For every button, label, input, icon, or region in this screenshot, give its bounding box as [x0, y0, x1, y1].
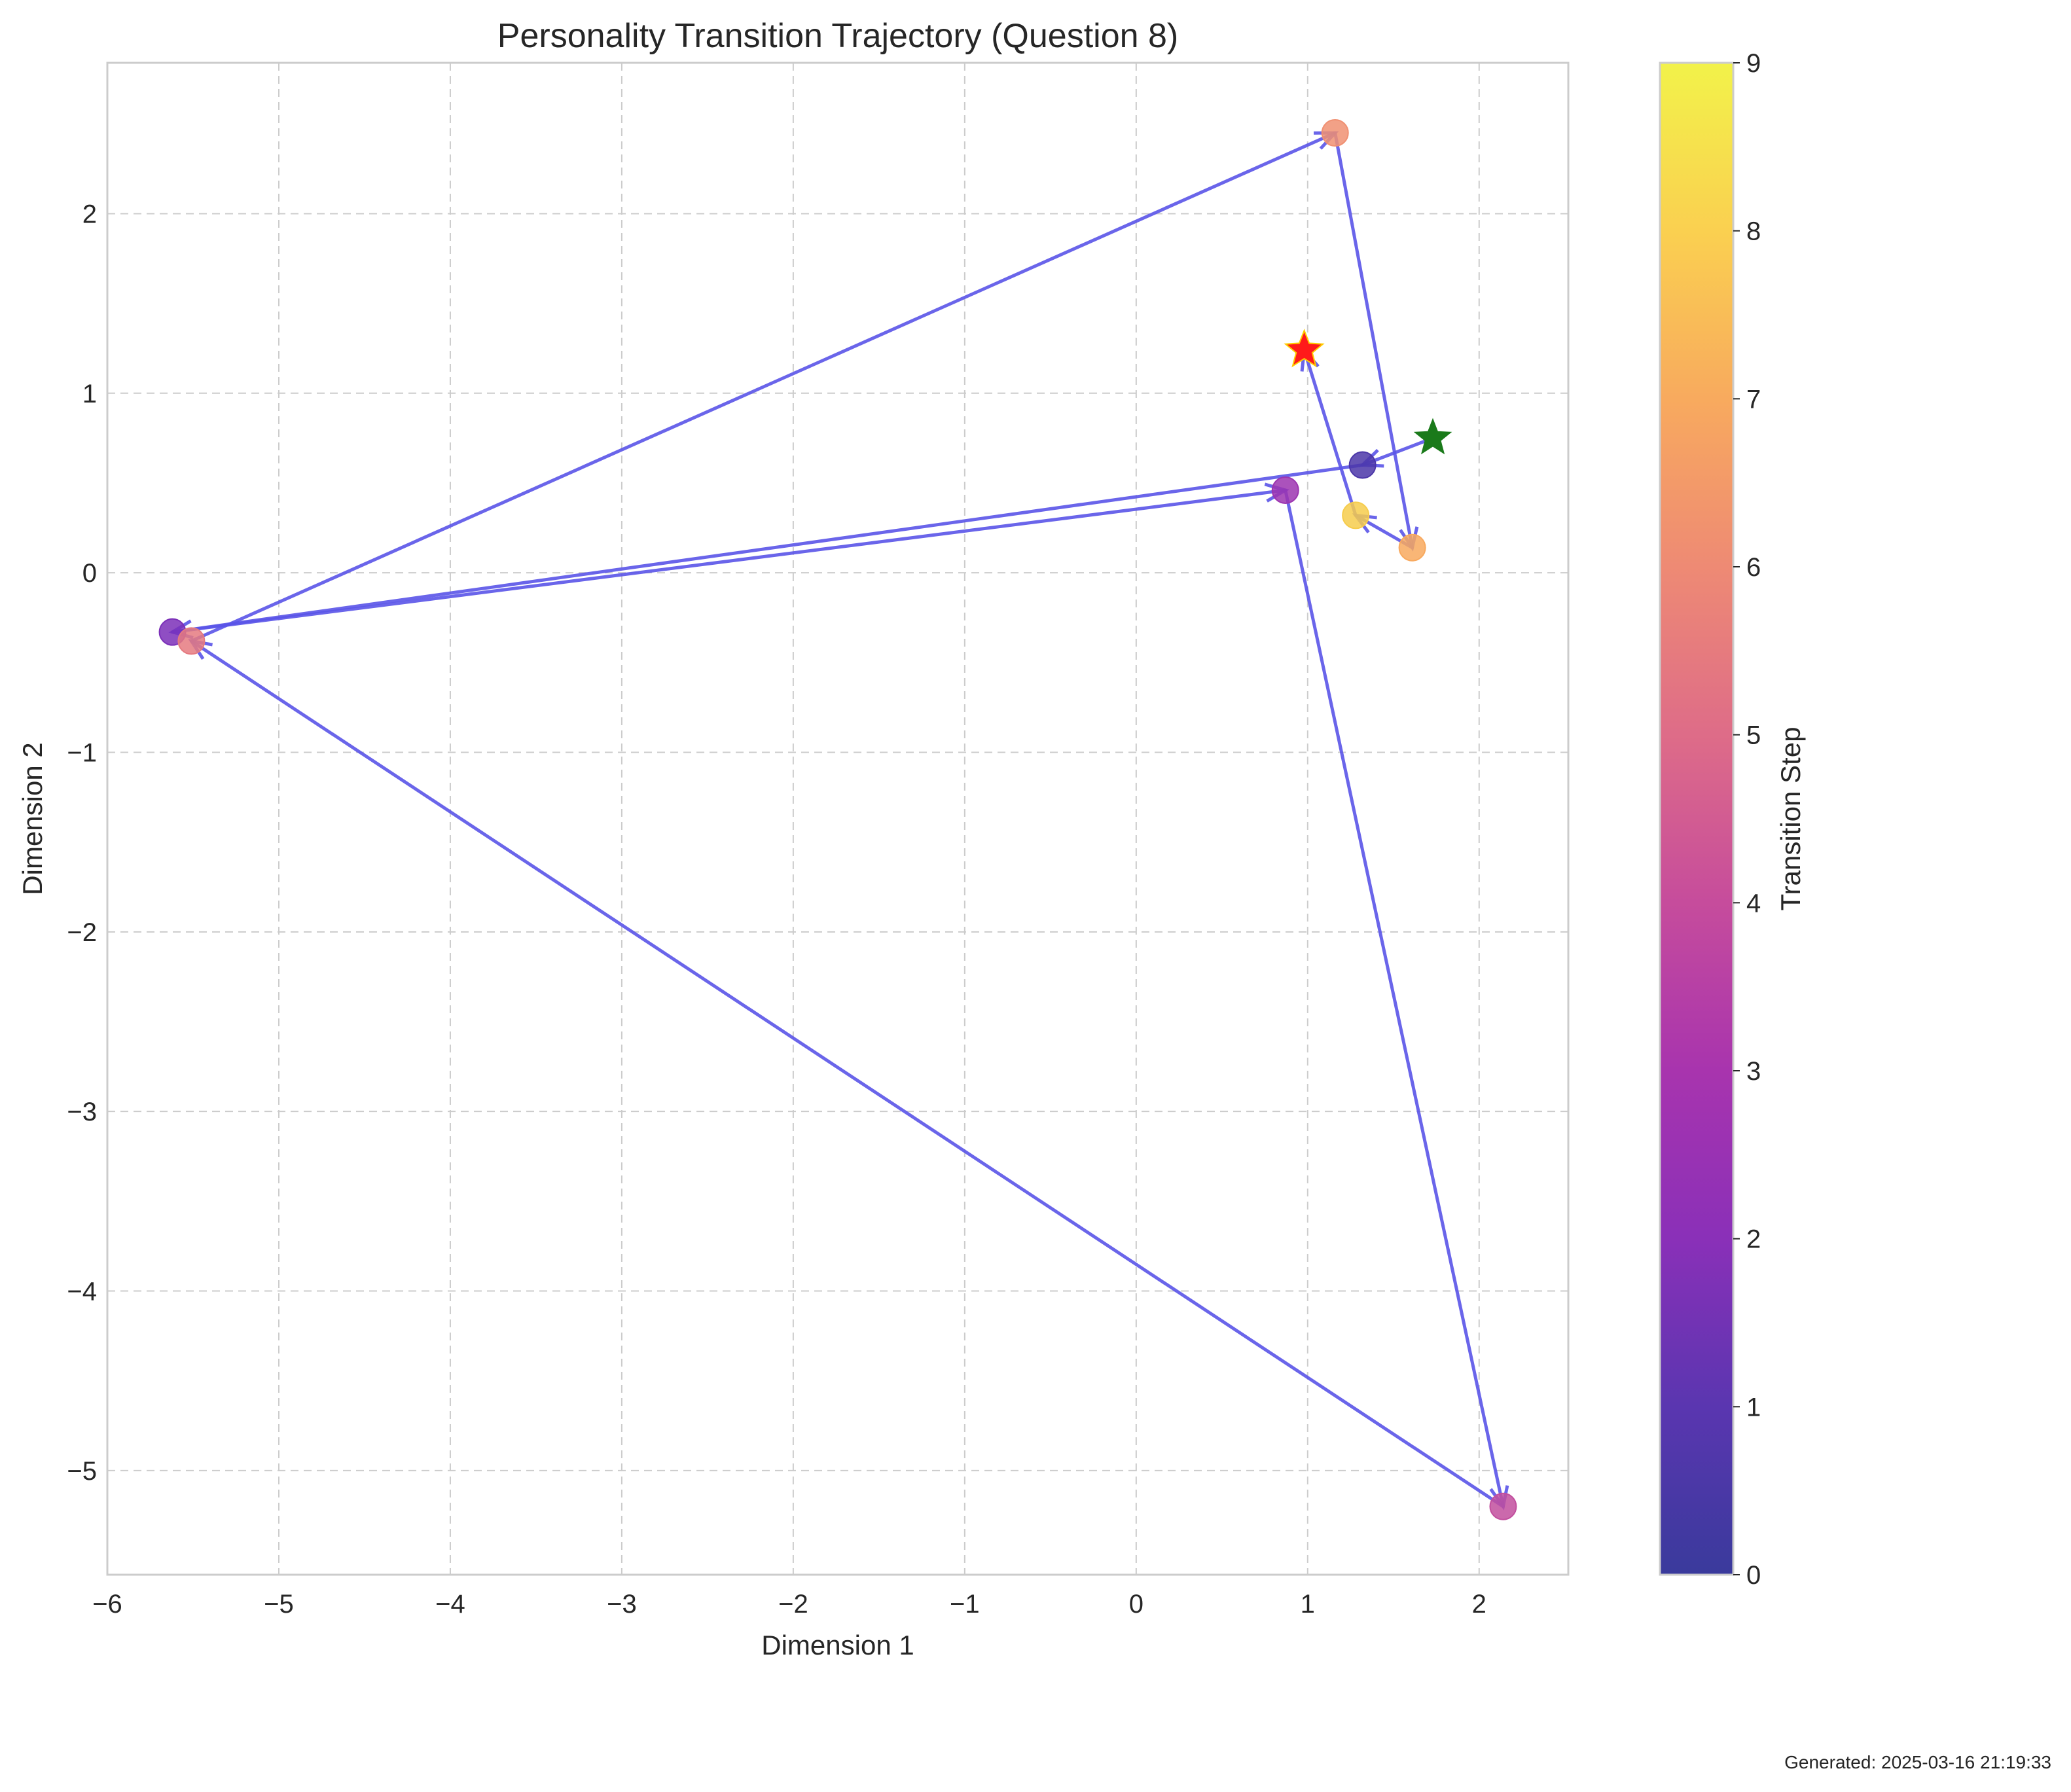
data-point	[1342, 501, 1370, 529]
x-tick-label: −5	[264, 1590, 294, 1619]
y-axis-label: Dimension 2	[17, 742, 48, 895]
colorbar-tick-label: 7	[1746, 385, 1761, 414]
colorbar-tick-label: 3	[1746, 1057, 1761, 1086]
colorbar	[1659, 62, 1735, 1576]
y-tick-label: 2	[82, 200, 97, 228]
colorbar-tick-label: 6	[1746, 553, 1761, 582]
y-tick-label: 1	[82, 380, 97, 408]
data-point	[1321, 118, 1349, 147]
chart-title: Personality Transition Trajectory (Quest…	[497, 17, 1178, 55]
colorbar-ticks: 0 1 2 3 4 5 6 7 8 9	[1733, 49, 1761, 1590]
plot-frame	[106, 62, 1570, 1576]
x-tick-label: 1	[1301, 1590, 1315, 1619]
trajectory-segment	[189, 131, 1337, 643]
colorbar-tick-label: 8	[1746, 217, 1761, 246]
x-tick-label: −4	[435, 1590, 465, 1619]
x-tick-label: −6	[92, 1590, 122, 1619]
x-axis-label: Dimension 1	[761, 1630, 914, 1660]
y-axis-ticks: −5 −4 −3 −2 −1 0 1 2	[67, 200, 97, 1485]
trajectory-segment	[1303, 348, 1358, 517]
colorbar-tick-label: 2	[1746, 1225, 1761, 1254]
y-tick-label: −3	[67, 1098, 97, 1126]
trajectory-points	[158, 118, 1517, 1520]
colorbar-tick-label: 5	[1746, 721, 1761, 750]
x-axis-ticks: −6 −5 −4 −3 −2 −1 0 1 2	[92, 1590, 1486, 1619]
y-tick-label: −4	[67, 1278, 97, 1306]
data-point	[1398, 533, 1426, 562]
start-star-marker	[1413, 418, 1452, 455]
x-tick-label: −1	[950, 1590, 980, 1619]
y-tick-label: −1	[67, 738, 97, 767]
x-tick-label: 0	[1129, 1590, 1144, 1619]
y-tick-label: −5	[67, 1457, 97, 1486]
end-star-marker	[1284, 329, 1325, 368]
x-tick-label: −3	[607, 1590, 637, 1619]
colorbar-tick-label: 0	[1746, 1561, 1761, 1590]
data-point	[1271, 476, 1299, 504]
trajectory-segment	[171, 488, 1288, 634]
trajectory-segment	[1284, 488, 1505, 1509]
x-tick-label: 2	[1472, 1590, 1486, 1619]
colorbar-tick-label: 1	[1746, 1393, 1761, 1422]
trajectory-segment	[189, 639, 1505, 1509]
generated-timestamp: Generated: 2025-03-16 21:19:33	[1784, 1752, 2051, 1772]
colorbar-tick-label: 9	[1746, 49, 1761, 78]
colorbar-tick-label: 4	[1746, 889, 1761, 918]
colorbar-label: Transition Step	[1775, 727, 1806, 911]
grid	[107, 63, 1568, 1575]
data-point	[177, 627, 206, 655]
data-point	[1348, 451, 1377, 479]
data-point	[1489, 1492, 1517, 1520]
start-end-markers	[1284, 329, 1452, 455]
trajectory-segment	[1333, 131, 1414, 550]
y-tick-label: 0	[82, 559, 97, 588]
x-tick-label: −2	[778, 1590, 808, 1619]
y-tick-label: −2	[67, 918, 97, 947]
trajectory-segment	[171, 463, 1365, 634]
